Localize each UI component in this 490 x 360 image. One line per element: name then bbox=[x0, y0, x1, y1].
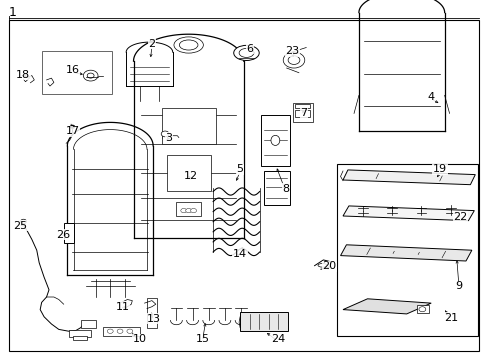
Text: 18: 18 bbox=[16, 69, 30, 80]
Bar bbox=[73, 336, 87, 340]
Circle shape bbox=[21, 219, 26, 224]
Text: 3: 3 bbox=[166, 132, 172, 143]
Polygon shape bbox=[343, 299, 431, 314]
Text: 7: 7 bbox=[300, 108, 307, 118]
Polygon shape bbox=[341, 245, 472, 261]
Text: 4: 4 bbox=[428, 92, 435, 102]
Circle shape bbox=[87, 73, 94, 78]
Ellipse shape bbox=[318, 264, 327, 267]
Text: 8: 8 bbox=[282, 184, 289, 194]
Text: 10: 10 bbox=[133, 334, 147, 344]
Bar bbox=[167, 155, 211, 191]
Text: 2: 2 bbox=[148, 39, 155, 49]
Bar bbox=[103, 327, 140, 336]
Text: 6: 6 bbox=[246, 44, 253, 54]
Text: 24: 24 bbox=[270, 334, 285, 344]
Text: 9: 9 bbox=[456, 281, 463, 291]
Circle shape bbox=[70, 125, 75, 129]
Text: 14: 14 bbox=[233, 249, 247, 259]
Bar bbox=[176, 202, 201, 216]
Bar bbox=[81, 320, 96, 328]
Text: 22: 22 bbox=[453, 212, 468, 222]
Circle shape bbox=[127, 329, 133, 333]
Bar bbox=[69, 330, 91, 337]
Bar bbox=[240, 312, 288, 331]
Text: 11: 11 bbox=[116, 302, 129, 312]
Text: 5: 5 bbox=[237, 164, 244, 174]
Bar bbox=[64, 223, 74, 243]
Circle shape bbox=[107, 329, 113, 333]
Text: 15: 15 bbox=[196, 334, 209, 344]
Ellipse shape bbox=[271, 135, 280, 145]
Circle shape bbox=[283, 52, 305, 68]
Ellipse shape bbox=[174, 37, 203, 53]
Circle shape bbox=[83, 70, 98, 81]
Text: 13: 13 bbox=[147, 314, 160, 324]
Bar bbox=[162, 108, 216, 144]
Bar bbox=[147, 298, 157, 328]
Circle shape bbox=[117, 329, 123, 333]
Bar bbox=[416, 305, 429, 313]
Polygon shape bbox=[343, 206, 474, 221]
Ellipse shape bbox=[234, 45, 259, 60]
Text: 26: 26 bbox=[56, 230, 70, 240]
Bar bbox=[337, 164, 478, 336]
Text: 23: 23 bbox=[286, 46, 299, 56]
Text: 1: 1 bbox=[8, 6, 16, 19]
Circle shape bbox=[419, 307, 426, 312]
Circle shape bbox=[161, 131, 169, 137]
Text: 19: 19 bbox=[433, 164, 447, 174]
Circle shape bbox=[181, 208, 187, 213]
Ellipse shape bbox=[179, 40, 198, 50]
Text: 21: 21 bbox=[444, 312, 458, 323]
Circle shape bbox=[186, 208, 192, 213]
Polygon shape bbox=[343, 170, 475, 185]
Text: 12: 12 bbox=[184, 171, 198, 181]
Bar bbox=[264, 171, 290, 205]
Bar bbox=[293, 103, 313, 122]
Bar bbox=[162, 133, 170, 138]
Bar bbox=[295, 104, 310, 108]
Text: 20: 20 bbox=[322, 261, 336, 271]
Bar bbox=[261, 115, 290, 166]
Bar bbox=[42, 51, 112, 94]
Text: 25: 25 bbox=[14, 221, 27, 231]
Circle shape bbox=[191, 208, 196, 213]
Text: 17: 17 bbox=[66, 126, 79, 136]
Circle shape bbox=[288, 56, 300, 64]
Text: 16: 16 bbox=[66, 65, 79, 75]
Ellipse shape bbox=[239, 49, 254, 58]
Bar bbox=[295, 110, 310, 117]
